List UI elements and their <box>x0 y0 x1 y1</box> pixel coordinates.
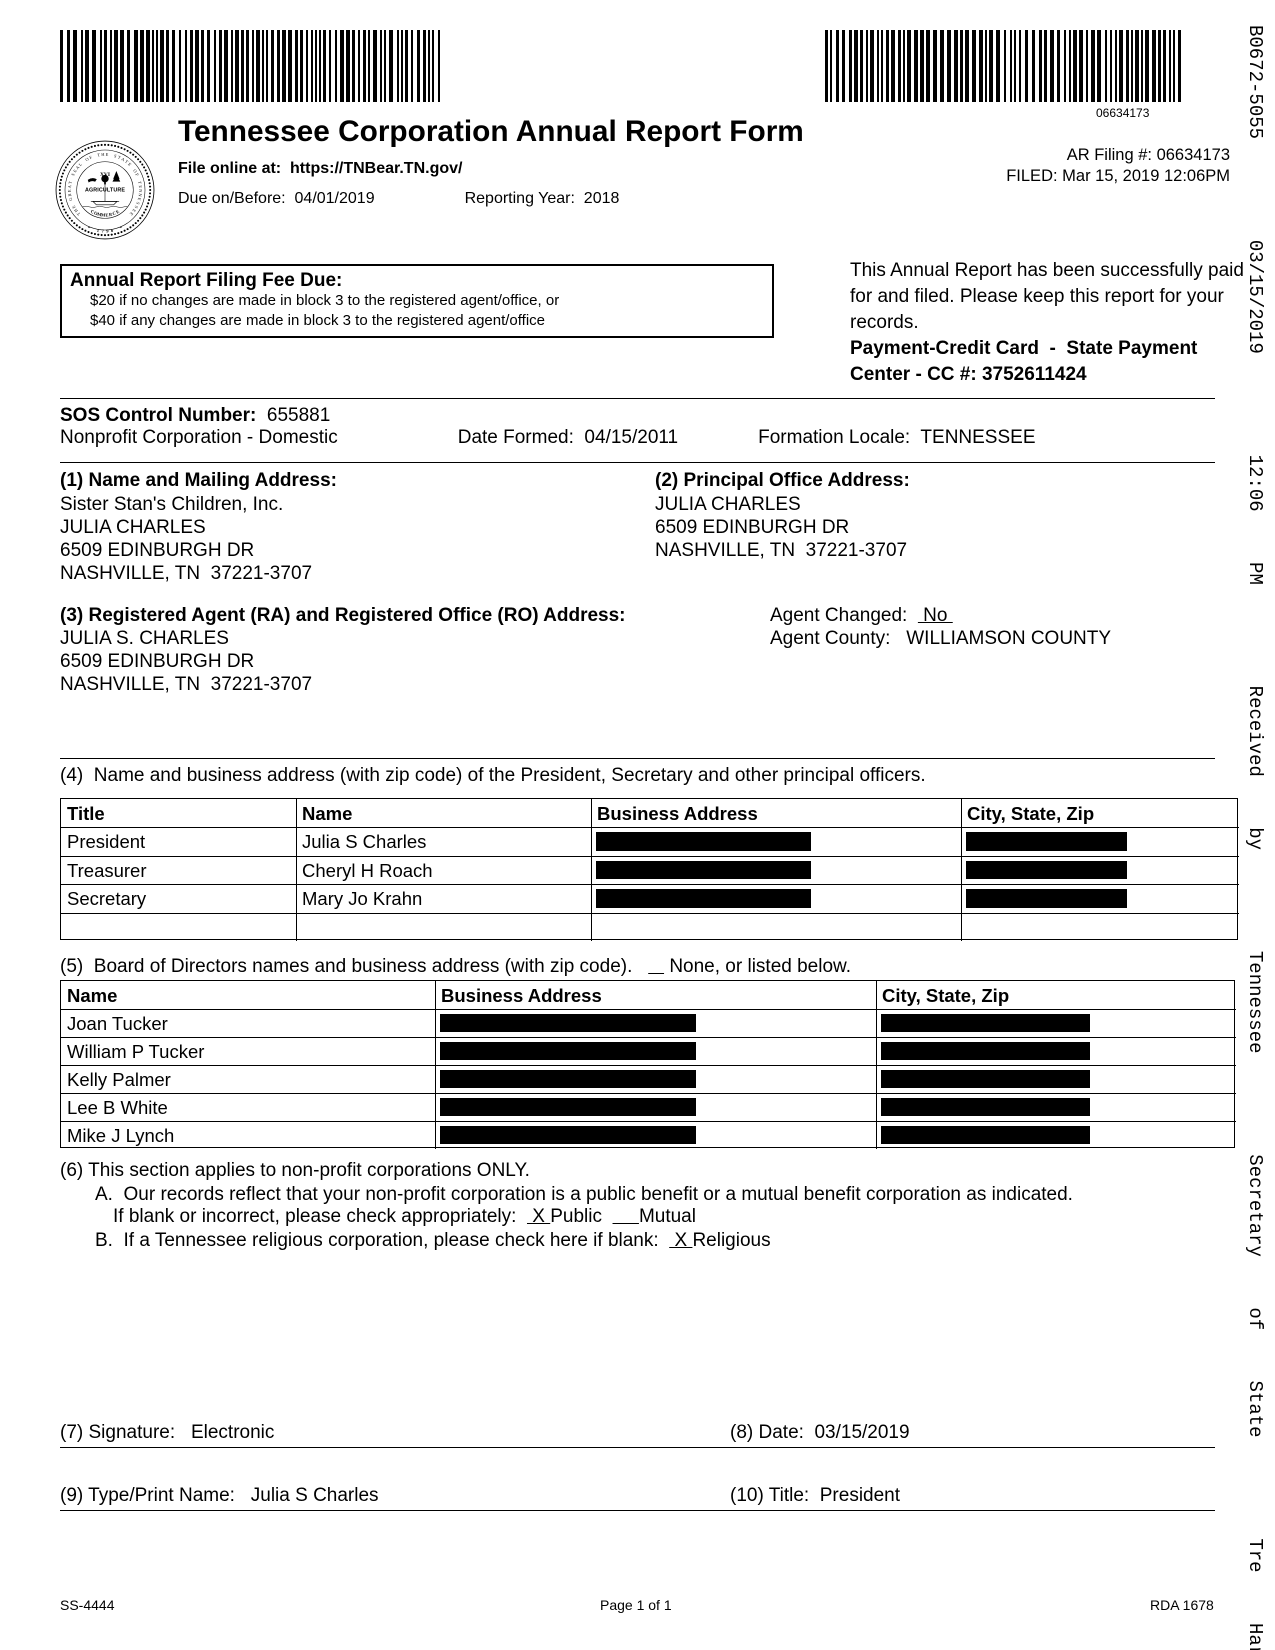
svg-text:E: E <box>67 189 72 192</box>
svg-text:H: H <box>101 152 104 157</box>
svg-text:E: E <box>105 212 108 217</box>
